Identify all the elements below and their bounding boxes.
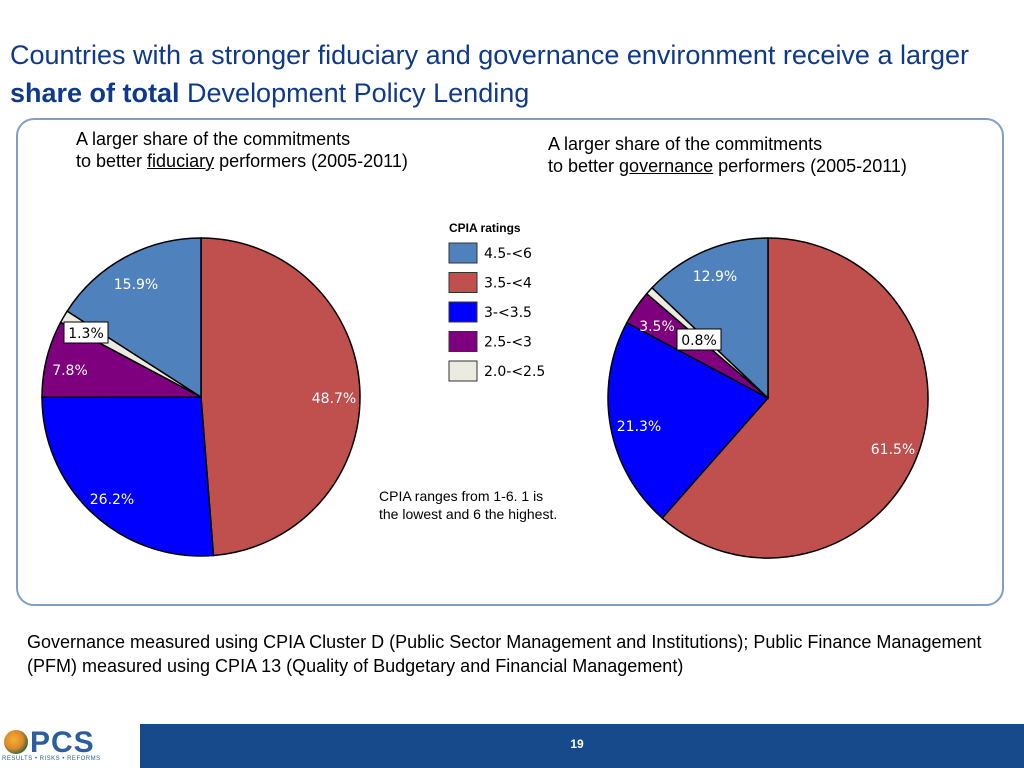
footnote: Governance measured using CPIA Cluster D… <box>27 632 982 676</box>
legend-swatch-4 <box>448 360 478 382</box>
pie1-data-label-slice-2-0-2-5: 1.3% <box>68 326 104 342</box>
left-subtitle-post: performers (2005-2011) <box>214 151 408 171</box>
title-bold: share of total <box>10 78 180 108</box>
left-pie-subtitle: A larger share of the commitments to bet… <box>76 128 408 172</box>
pie2-slice-3-5-4 <box>661 237 929 559</box>
legend-swatch-0 <box>448 242 478 264</box>
pie2-slice-3-3-5 <box>607 321 770 520</box>
legend-swatch-1 <box>448 272 478 293</box>
pcs-logo: PCS RESULTS • RISKS • REFORMS <box>0 724 140 768</box>
legend-swatch-2 <box>448 301 478 323</box>
pie2-data-label-slice-3-5-4: 61.5% <box>871 442 915 458</box>
legend-label-4: 2.0-<2.5 <box>484 364 545 380</box>
globe-icon <box>4 730 28 754</box>
legend-label-3: 2.5-<3 <box>484 335 532 351</box>
left-subtitle-pre: to better <box>76 151 148 171</box>
slide-title: Countries with a stronger fiduciary and … <box>10 36 1014 112</box>
right-subtitle-pre: to better <box>548 156 620 176</box>
pie1-slice-3-3-5 <box>41 396 215 557</box>
pie1-data-label-slice-3-5-4: 48.7% <box>312 391 356 407</box>
pie2-data-label-slice-4-5-6: 12.9% <box>693 269 737 285</box>
logo-tagline: RESULTS • RISKS • REFORMS <box>2 756 101 762</box>
legend-label-0: 4.5-<6 <box>484 246 532 262</box>
right-pie-subtitle: A larger share of the commitments to bet… <box>548 133 907 177</box>
cpia-note: CPIA ranges from 1-6. 1 is the lowest an… <box>379 488 558 522</box>
right-subtitle-line1: A larger share of the commitments <box>548 134 823 154</box>
pie2-data-label-slice-2-5-3: 3.5% <box>639 319 675 335</box>
pie2-label-box-slice-2-0-2-5 <box>676 328 722 351</box>
logo-text: PCS <box>30 726 95 759</box>
right-subtitle-post: performers (2005-2011) <box>713 156 907 176</box>
pie1-data-label-slice-4-5-6: 15.9% <box>114 277 158 293</box>
pie1-label-box-slice-2-0-2-5 <box>63 321 109 344</box>
footer-bar <box>0 724 1024 768</box>
right-subtitle-underlined: governance <box>619 156 714 176</box>
title-part2: Development Policy Lending <box>179 78 530 108</box>
left-subtitle-line1: A larger share of the commitments <box>76 129 351 149</box>
page-number: 19 <box>570 737 584 751</box>
title-part1: Countries with a stronger fiduciary and … <box>10 40 970 70</box>
pie1-data-label-slice-3-3-5: 26.2% <box>90 492 134 508</box>
legend-swatch-3 <box>448 331 478 352</box>
pie2-data-label-slice-2-0-2-5: 0.8% <box>681 333 717 349</box>
pie2-slice-4-5-6 <box>650 237 769 400</box>
legend-label-1: 3.5-<4 <box>484 276 532 292</box>
pie2-data-label-slice-3-3-5: 21.3% <box>617 419 661 435</box>
pie1-slice-3-5-4 <box>200 237 361 557</box>
pie1-data-label-slice-2-5-3: 7.8% <box>52 363 88 379</box>
legend-title: CPIA ratings <box>449 221 521 235</box>
pie1-slice-4-5-6 <box>66 237 202 399</box>
left-subtitle-underlined: fiduciary <box>147 151 215 171</box>
legend-label-2: 3-<3.5 <box>484 305 532 321</box>
